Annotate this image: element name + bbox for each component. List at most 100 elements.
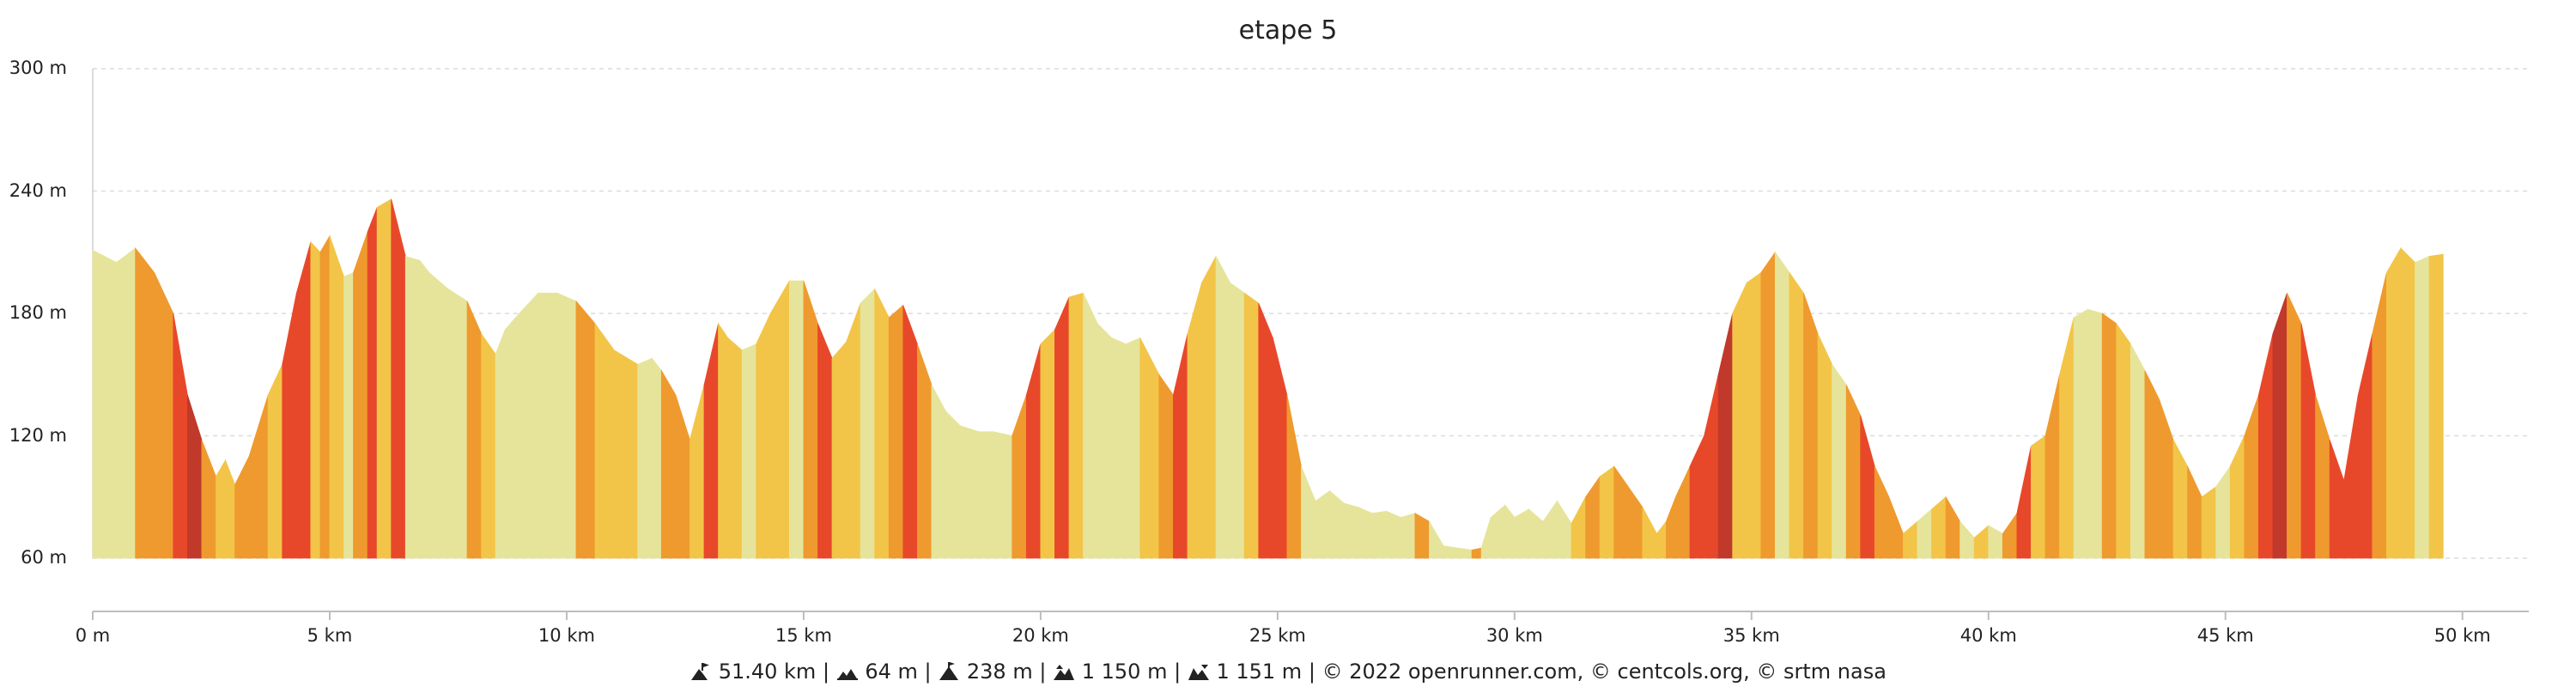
profile-segment (1903, 520, 1918, 559)
profile-segment (1675, 465, 1691, 559)
profile-segment (404, 255, 421, 559)
profile-segment (2087, 308, 2103, 559)
profile-segment (817, 323, 833, 559)
elevation-profile (92, 198, 2445, 559)
x-tick-label: 35 km (1722, 625, 1780, 646)
profile-segment (1301, 465, 1316, 559)
profile-segment (703, 323, 719, 559)
profile-segment (2016, 446, 2032, 559)
profile-segment (428, 271, 449, 559)
profile-segment (2357, 333, 2373, 559)
chart-title: etape 5 (1238, 15, 1338, 46)
profile-segment (2059, 317, 2075, 559)
profile-segment (2315, 394, 2330, 559)
profile-segment (575, 300, 596, 559)
profile-segment (660, 369, 677, 559)
profile-segment (1068, 292, 1084, 559)
profile-segment (1504, 504, 1516, 559)
profile-segment (1139, 337, 1160, 559)
profile-segment (769, 279, 790, 559)
profile-segment (319, 234, 331, 559)
profile-segment (1258, 302, 1273, 559)
profile-segment (216, 459, 226, 559)
profile-segment (92, 249, 117, 559)
profile-segment (267, 364, 283, 559)
profile-segment (1689, 435, 1705, 559)
profile-segment (727, 337, 743, 559)
profile-segment (860, 288, 876, 559)
profile-segment (1315, 489, 1330, 559)
profile-segment (1557, 500, 1572, 559)
profile-segment (2386, 246, 2402, 559)
profile-segment (1717, 313, 1734, 559)
descent-value: 1 151 m (1216, 660, 1303, 684)
profile-segment (504, 312, 520, 559)
profile-segment (2272, 293, 2287, 559)
separator: | (1039, 660, 1047, 684)
profile-segment (2073, 308, 2089, 559)
profile-segment (1931, 495, 1947, 559)
profile-segment (376, 198, 392, 559)
profile-segment (1329, 489, 1345, 559)
y-tick-label: 60 m (21, 547, 67, 568)
profile-segment (481, 332, 496, 559)
profile-segment (116, 247, 137, 559)
profile-segment (2244, 394, 2259, 559)
profile-segment (2343, 394, 2359, 559)
profile-segment (154, 272, 174, 559)
x-tick-label: 25 km (1249, 625, 1306, 646)
x-tick-label: 20 km (1012, 625, 1069, 646)
profile-segment (1025, 344, 1042, 559)
profile-segment (1888, 496, 1904, 559)
profile-segment (1443, 545, 1458, 559)
profile-segment (846, 302, 861, 559)
profile-segment (959, 425, 980, 559)
profile-segment (888, 304, 904, 559)
profile-segment (1973, 525, 1990, 559)
profile-segment (1400, 513, 1416, 559)
profile-segment (1490, 504, 1506, 559)
profile-segment (1471, 547, 1482, 559)
profile-segment (135, 246, 155, 559)
profile-segment (282, 293, 297, 559)
y-tick-label: 240 m (9, 179, 67, 201)
profile-segment (343, 271, 354, 559)
profile-segment (945, 410, 961, 559)
min-elevation-value: 64 m (865, 660, 918, 684)
profile-segment (690, 385, 705, 559)
credits-text: © 2022 openrunner.com, © centcols.org, ©… (1321, 660, 1886, 684)
profile-segment (2372, 272, 2387, 559)
profile-segment (1429, 520, 1444, 559)
profile-segment (1959, 520, 1975, 559)
profile-segment (651, 357, 662, 559)
profile-segment (495, 329, 506, 559)
profile-segment (538, 292, 558, 559)
profile-segment (1832, 363, 1847, 559)
profile-segment (1230, 282, 1245, 559)
profile-segment (2428, 253, 2445, 559)
profile-segment (2044, 374, 2060, 559)
profile-segment (1945, 495, 1961, 559)
profile-segment (1666, 496, 1676, 559)
profile-segment (248, 394, 269, 559)
profile-segment (718, 322, 729, 559)
profile-segment (1386, 510, 1401, 559)
profile-segment (419, 259, 430, 559)
y-tick-label: 300 m (9, 58, 67, 78)
profile-segment (1542, 500, 1558, 559)
profile-segment (1917, 508, 1932, 559)
x-axis (92, 611, 2529, 620)
x-tick-label: 30 km (1485, 625, 1543, 646)
x-tick-label: 15 km (775, 625, 832, 646)
separator: | (924, 660, 932, 684)
profile-segment (466, 301, 482, 559)
profile-segment (225, 459, 235, 559)
profile-segment (1480, 517, 1492, 559)
separator: | (1174, 660, 1182, 684)
profile-segment (234, 456, 250, 559)
profile-segment (874, 289, 890, 559)
profile-segment (1272, 337, 1288, 559)
profile-segment (1358, 507, 1373, 559)
profile-segment (329, 235, 344, 559)
profile-segment (2159, 398, 2174, 559)
